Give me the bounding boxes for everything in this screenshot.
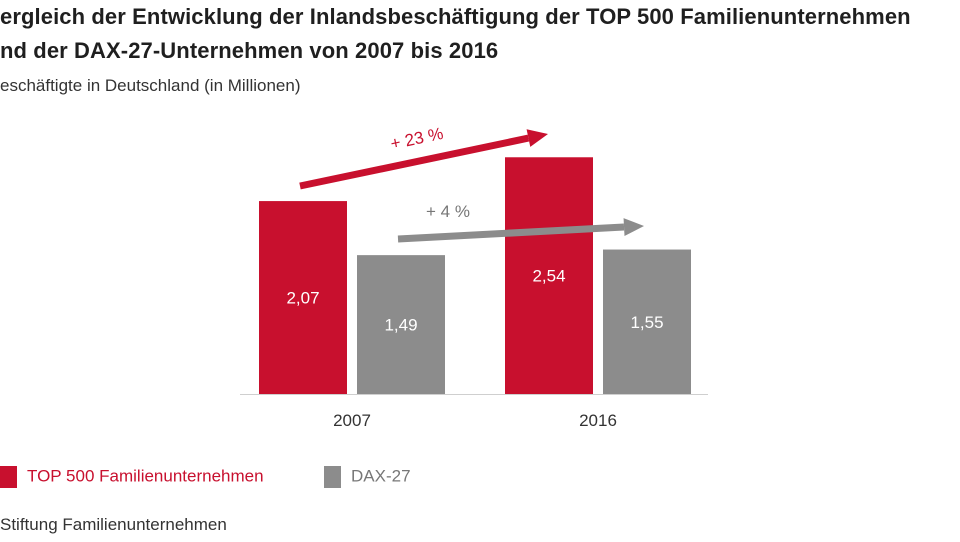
legend-item-dax27: DAX-27 (324, 466, 411, 488)
bar-dax27-2007 (357, 255, 445, 394)
legend-item-top500: TOP 500 Familienunternehmen (0, 466, 264, 488)
growth-arrow-dax27-head (623, 218, 644, 237)
bar-value-label: 2,54 (532, 267, 565, 286)
bar-value-label: 2,07 (286, 289, 319, 308)
growth-arrow-dax27-shaft (397, 223, 625, 243)
growth-annotation-label: + 23 % (389, 124, 445, 154)
growth-arrow-top500-shaft (299, 134, 530, 190)
chart-subtitle: eschäftigte in Deutschland (in Millionen… (0, 76, 301, 95)
legend-swatch-dax27 (324, 466, 341, 488)
bars-layer (259, 157, 691, 394)
bar-top500-2007 (259, 201, 347, 394)
labels-layer: 2,07 2,54 1,49 1,55 2007 2016 (240, 267, 708, 430)
bar-value-label: 1,55 (630, 313, 663, 332)
legend-swatch-top500 (0, 466, 17, 488)
x-tick-label: 2016 (579, 411, 617, 430)
bar-dax27-2016 (603, 249, 691, 394)
source-note: Stiftung Familienunternehmen (0, 515, 227, 534)
x-tick-label: 2007 (333, 411, 371, 430)
legend-label-dax27: DAX-27 (351, 466, 411, 486)
growth-arrow-top500-head (526, 129, 548, 147)
chart-title-line-2: nd der DAX-27-Unternehmen von 2007 bis 2… (0, 38, 499, 63)
bar-value-label: 1,49 (384, 316, 417, 335)
bar-top500-2016 (505, 157, 593, 394)
chart-title-line-1: ergleich der Entwicklung der Inlandsbesc… (0, 4, 911, 29)
growth-annotation-label: + 4 % (426, 202, 470, 221)
legend-label-top500: TOP 500 Familienunternehmen (27, 466, 264, 486)
bar-chart: 2,07 2,54 1,49 1,55 2007 2016 + 23 % + 4 % (240, 124, 708, 430)
